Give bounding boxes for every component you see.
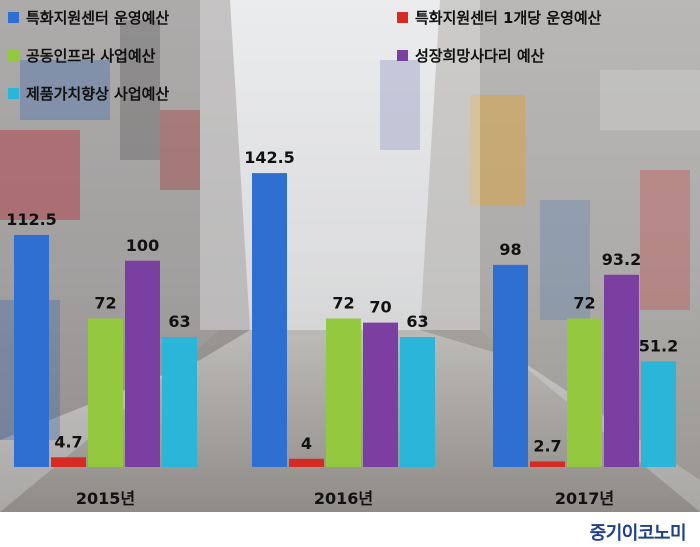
legend-swatch-2 (397, 12, 408, 23)
value-label-1-4: 100 (126, 236, 159, 255)
value-label-3-4: 93.2 (602, 250, 641, 269)
value-label-2-1: 142.5 (244, 148, 295, 167)
legend-label-4: 성장희망사다리 예산 (415, 47, 545, 65)
bar-1-5 (162, 337, 197, 467)
legend-label-2: 특화지원센터 1개당 운영예산 (415, 9, 602, 27)
bar-2-5 (400, 337, 435, 467)
bar-3-2 (530, 461, 565, 467)
bar-1-1 (14, 234, 49, 467)
legend-label-5: 제품가치향상 사업예산 (26, 85, 169, 103)
value-label-2-4: 70 (369, 298, 391, 317)
value-label-3-3: 72 (573, 294, 595, 313)
value-label-2-2: 4 (301, 434, 312, 453)
bar-1-2 (51, 457, 86, 467)
bar-2-3 (326, 318, 361, 467)
category-label-2: 2016년 (314, 489, 373, 508)
category-label-3: 2017년 (555, 489, 614, 508)
legend-label-3: 공동인프라 사업예산 (26, 47, 156, 65)
value-label-2-5: 63 (406, 312, 428, 331)
value-label-1-1: 112.5 (6, 210, 57, 229)
bar-3-4 (604, 274, 639, 467)
bar-1-3 (88, 318, 123, 467)
category-labels: 2015년 2016년 2017년 (76, 489, 614, 508)
legend-swatch-3 (8, 50, 19, 61)
bar-1-4 (125, 260, 160, 467)
bar-2-1 (252, 173, 287, 467)
footer: 중기이코노미 (0, 512, 700, 547)
publisher-logo: 중기이코노미 (589, 523, 687, 544)
bar-2-4 (363, 322, 398, 467)
legend-swatch-5 (8, 88, 19, 99)
bars (14, 173, 676, 467)
legend-swatch-1 (8, 12, 19, 23)
value-label-1-3: 72 (94, 294, 116, 313)
value-label-3-5: 51.2 (639, 336, 678, 355)
value-label-3-2: 2.7 (533, 436, 561, 455)
value-label-2-3: 72 (332, 294, 354, 313)
legend-swatch-4 (397, 50, 408, 61)
bar-3-3 (567, 318, 602, 467)
legend-label-1: 특화지원센터 운영예산 (26, 9, 169, 27)
bar-3-5 (641, 361, 676, 467)
bar-2-2 (289, 458, 324, 467)
value-label-3-1: 98 (499, 240, 521, 259)
value-labels: 112.5 4.7 72 100 63 142.5 4 72 70 63 98 2.7 72 93.2 51… (6, 148, 678, 455)
value-label-1-5: 63 (168, 312, 190, 331)
bar-3-1 (493, 264, 528, 467)
category-label-1: 2015년 (76, 489, 135, 508)
value-label-1-2: 4.7 (54, 432, 82, 451)
